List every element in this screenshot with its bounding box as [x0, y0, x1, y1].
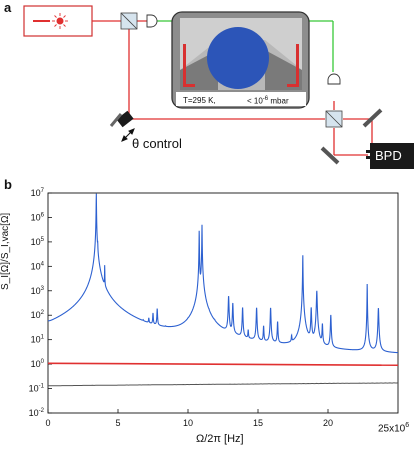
pressure-unit: mbar [270, 96, 289, 106]
series-noise-floor [48, 382, 399, 387]
beam-splitter-1 [120, 12, 138, 30]
x-tick-label: 10 [183, 418, 193, 428]
y-tick-label: 102 [31, 310, 45, 320]
pressure-exponent: -6 [262, 96, 269, 102]
bpd-label: BPD [375, 148, 402, 163]
fiber-coupler-2 [327, 73, 341, 85]
x-axis-label: Ω/2π [Hz] [196, 433, 244, 445]
x-tick-label: 20 [323, 418, 333, 428]
y-tick-label: 105 [31, 237, 45, 247]
y-tick-label: 100 [31, 359, 45, 369]
x-multiplier-exp: 6 [405, 422, 410, 429]
bpd-detector [366, 143, 414, 169]
theta-arrow-icon [121, 128, 135, 142]
y-tick-label: 107 [31, 188, 45, 198]
mirror-right-top [362, 108, 383, 128]
pressure-label: < 10-6 mbar [247, 96, 289, 106]
temperature-label: T=295 K, [183, 96, 216, 105]
y-tick-label: 103 [31, 286, 45, 296]
x-axis-ticks: 0 5 10 15 20 [45, 409, 333, 428]
x-axis-multiplier: 25x106 [378, 422, 409, 434]
microsphere [207, 27, 269, 89]
x-tick-label: 15 [253, 418, 263, 428]
x-tick-label: 0 [45, 418, 50, 428]
pressure-prefix: < 10 [247, 96, 263, 106]
beam-splitter-2 [325, 110, 343, 128]
x-multiplier-base: 25x10 [378, 423, 406, 435]
y-axis-label: S_I[Ω]/S_I,vac[Ω] [0, 212, 11, 290]
y-tick-label: 106 [31, 212, 45, 222]
panel-a-label: a [4, 0, 12, 15]
mirror-right-bottom [320, 146, 340, 165]
series-group [47, 193, 399, 387]
tilt-mirror-icon [109, 110, 134, 128]
plot-frame [47, 192, 399, 414]
theta-control-label: θ control [132, 136, 182, 151]
series-shot-noise [47, 362, 399, 367]
y-tick-label: 10-1 [29, 384, 45, 394]
y-tick-label: 101 [31, 335, 45, 345]
y-tick-label: 10-2 [29, 408, 45, 418]
laser-star-icon [52, 13, 68, 29]
x-tick-label: 5 [115, 418, 120, 428]
y-axis-ticks: 10-2 10-1 100 101 102 103 104 105 106 107 [29, 188, 52, 418]
panel-b-label: b [4, 177, 12, 192]
series-spectrum [47, 193, 399, 354]
fiber-coupler-1 [146, 14, 158, 28]
y-tick-label: 104 [31, 261, 45, 271]
